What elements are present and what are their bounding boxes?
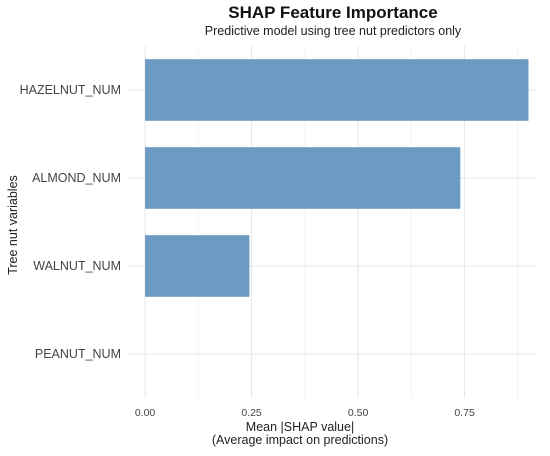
category-label: HAZELNUT_NUM (20, 83, 121, 97)
bar-walnut-num (145, 235, 250, 297)
x-axis-title-line-1: Mean |SHAP value| (246, 420, 354, 434)
x-tick-label: 0.75 (454, 407, 475, 419)
x-tick-label: 0.25 (241, 407, 262, 419)
category-label: PEANUT_NUM (35, 347, 121, 361)
x-tick-label: 0.50 (348, 407, 369, 419)
x-tick-label: 0.00 (135, 407, 156, 419)
y-axis-title: Tree nut variables (6, 175, 20, 275)
bar-almond-num (145, 147, 461, 209)
category-label: ALMOND_NUM (32, 171, 121, 185)
x-axis-title-line-2: (Average impact on predictions) (212, 433, 388, 447)
category-label: WALNUT_NUM (33, 259, 121, 273)
chart-subtitle: Predictive model using tree nut predicto… (205, 24, 462, 38)
chart-title: SHAP Feature Importance (228, 3, 437, 22)
bar-hazelnut-num (145, 59, 529, 121)
label-layer: 0.00 0.25 0.50 0.75 HAZELNUT_NUM ALMOND_NUM WA… (20, 83, 475, 419)
bar-layer (145, 59, 529, 297)
